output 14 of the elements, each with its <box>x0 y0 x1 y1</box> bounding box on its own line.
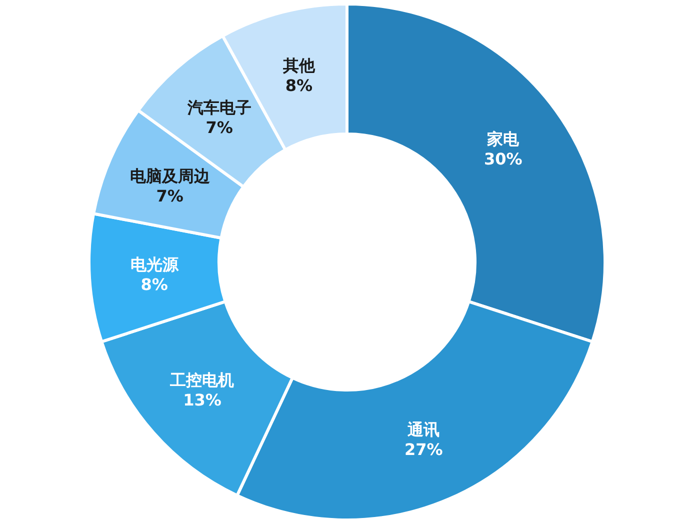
data-label: 7% <box>206 118 233 138</box>
data-label: 27% <box>404 440 443 460</box>
slice-label: 家电 <box>486 130 520 149</box>
data-label: 13% <box>183 390 222 410</box>
slice-label: 通讯 <box>406 420 440 440</box>
data-label: 30% <box>484 150 522 169</box>
data-label: 8% <box>285 76 313 96</box>
slice-label: 电脑及周边 <box>130 166 211 186</box>
slice-label: 工控电机 <box>169 370 234 390</box>
slice-label: 其他 <box>282 56 316 76</box>
slice-label: 电光源 <box>130 255 180 274</box>
slice-label: 汽车电子 <box>186 98 252 118</box>
data-label: 7% <box>156 186 184 206</box>
data-label: 8% <box>140 275 168 294</box>
